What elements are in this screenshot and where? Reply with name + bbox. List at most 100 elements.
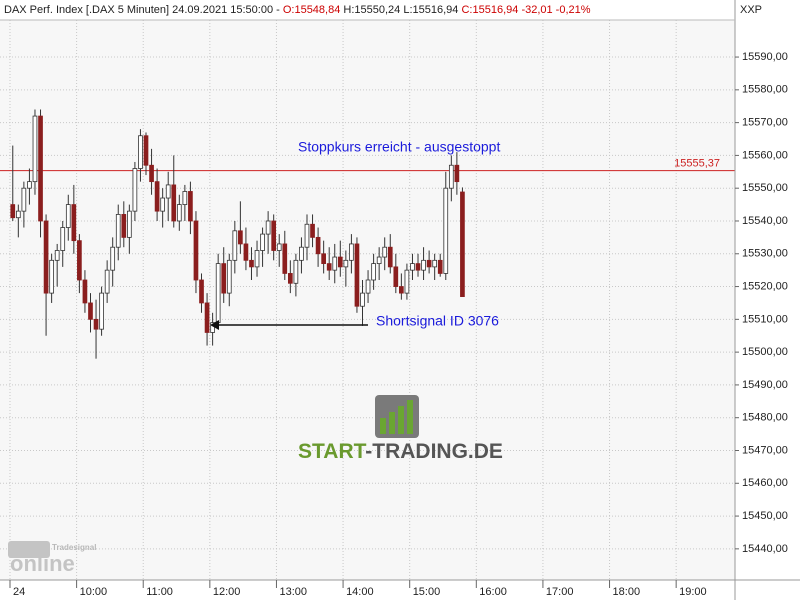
candle-body [321,253,326,265]
candle-body [404,269,410,294]
candle-body [143,135,149,166]
candle-body [43,220,49,294]
candle-body [10,204,16,219]
candle-body [354,243,360,307]
candle-body [326,263,332,271]
y-tick-label: 15550,00 [742,182,788,194]
candle-body [199,279,204,304]
annotation: Shortsignal ID 3076 [376,313,499,329]
candle-body [310,223,315,238]
candle-body [121,214,127,238]
candle-body [21,187,27,212]
candle-body [360,292,365,307]
y-tick-label: 15470,00 [742,444,788,456]
header-high: H:15550,24 [343,4,400,16]
candle-body [104,269,110,294]
candle-body [249,259,254,268]
y-tick-label: 15500,00 [742,346,788,358]
candle-body [299,246,304,261]
y-tick-label: 15580,00 [742,84,788,96]
grid: 15555,37 [0,20,735,580]
x-tick-label: 10:00 [80,586,108,598]
annotation: Stoppkurs erreicht - ausgestoppt [298,139,500,155]
candle-body [238,230,243,245]
candle-body [171,184,177,222]
candle-body [371,263,376,281]
signal-arrow [210,320,368,330]
candle-body [232,230,238,261]
candle-body [188,191,193,222]
candle-body [221,263,227,294]
candle-body [349,243,354,261]
header-instrument: DAX Perf. Index [.DAX 5 Minuten] 24.09.2… [4,4,280,16]
candle-body [182,191,188,205]
candle-body [71,204,77,242]
candle-body [415,263,421,271]
y-tick-label: 15520,00 [742,280,788,292]
candle-body [132,168,138,212]
candle-body [254,250,260,268]
logo-bar [380,418,386,434]
product-box [8,541,50,558]
candle-body [315,236,321,255]
candle-body [421,259,426,271]
candle-body [204,302,210,333]
candle-body [27,181,32,189]
x-tick-label: 15:00 [413,586,441,598]
candle-body [215,263,221,324]
header-change: -32,01 -0,21% [521,4,590,16]
candle-body [226,259,232,294]
candle-body [287,273,293,284]
y-tick-label: 15490,00 [742,379,788,391]
candles [10,109,465,359]
candle-body [282,243,288,274]
y-tick-label: 15510,00 [742,313,788,325]
reference-label: 15555,37 [674,157,720,169]
candle-body [15,210,21,219]
y-tick-label: 15590,00 [742,51,788,63]
header-open: O:15548,84 [283,4,341,16]
candle-body [176,204,182,222]
brand-start: START [298,440,367,463]
header: DAX Perf. Index [.DAX 5 Minuten] 24.09.2… [4,4,591,16]
candle-body [32,115,38,183]
x-tick-label: 16:00 [479,586,507,598]
candle-body [454,164,460,183]
candle-body [160,197,165,212]
candle-body [260,233,265,251]
logo-bar [389,412,395,434]
y-tick-label: 15440,00 [742,543,788,555]
y-tick-label: 15480,00 [742,412,788,424]
x-tick-label: 24 [13,586,25,598]
candle-body [154,181,160,212]
candle-body [343,259,349,268]
candle-body [149,164,154,183]
candle-body [276,243,282,251]
candle-body [432,259,438,268]
candle-body [65,204,71,228]
candle-body [365,279,371,294]
y-tick-label: 15540,00 [742,215,788,227]
candle-body [88,302,93,320]
x-tick-label: 14:00 [346,586,374,598]
watermark: START-TRADING.DE Tradesignal online [8,395,503,576]
corner-label: XXP [740,4,762,16]
candle-body [54,250,60,261]
candle-body [399,286,404,294]
vendor: Tradesignal [52,543,96,552]
candle-body [437,259,443,274]
candle-body [293,259,299,284]
y-tick-label: 15560,00 [742,149,788,161]
candle-body [93,318,99,330]
candle-body [410,263,415,271]
candle-body [382,246,388,258]
candle-body [127,210,132,238]
x-tick-label: 17:00 [546,586,574,598]
candle-body [304,223,310,248]
x-tick-label: 13:00 [279,586,307,598]
candle-body [138,135,143,169]
candle-body [271,220,277,251]
product: online [10,551,75,576]
candle-body [193,220,199,281]
